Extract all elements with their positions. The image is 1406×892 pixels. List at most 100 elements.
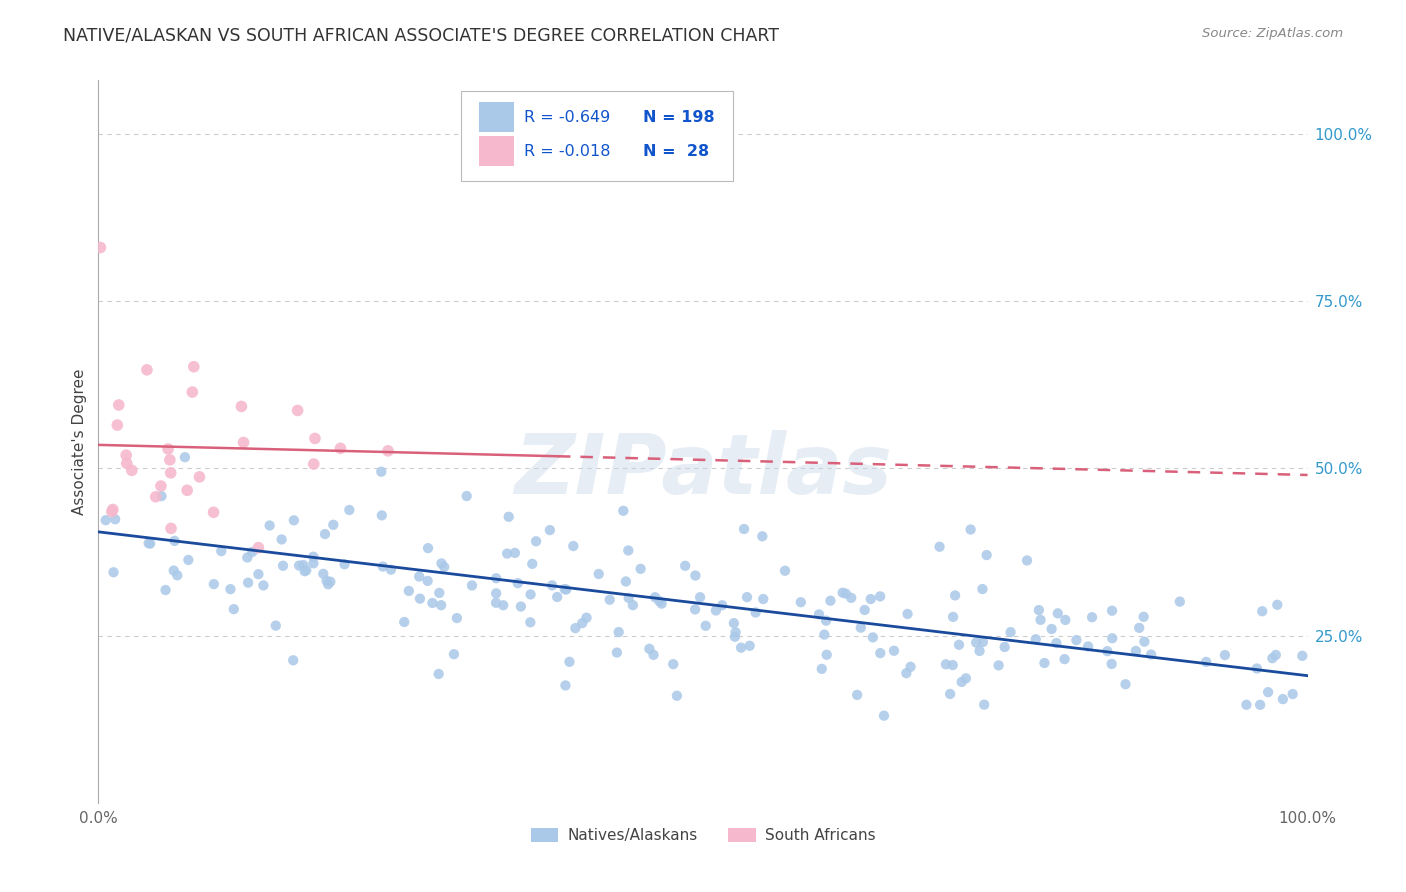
Point [896, 666, 918, 681]
Y-axis label: Associate's Degree: Associate's Degree [72, 368, 87, 515]
Point [1066, 633, 1088, 648]
Point [1265, 598, 1288, 612]
Point [1257, 685, 1279, 699]
Text: N = 198: N = 198 [643, 110, 714, 125]
Point [1015, 553, 1038, 567]
Point [222, 602, 245, 616]
Point [209, 544, 232, 558]
Point [107, 398, 129, 412]
Point [689, 591, 711, 605]
Point [1029, 613, 1052, 627]
Point [606, 646, 628, 660]
Point [333, 558, 356, 572]
Point [236, 550, 259, 565]
Point [287, 403, 309, 417]
Point [683, 602, 706, 616]
Point [853, 603, 876, 617]
Point [503, 546, 526, 560]
Point [292, 558, 315, 572]
Point [1249, 698, 1271, 712]
Text: ZIPatlas: ZIPatlas [515, 430, 891, 511]
Point [1097, 644, 1119, 658]
Point [370, 465, 392, 479]
Point [519, 615, 541, 630]
Point [103, 566, 125, 580]
Point [1291, 648, 1313, 663]
Point [733, 522, 755, 536]
FancyBboxPatch shape [479, 102, 515, 132]
Point [575, 610, 598, 624]
Point [271, 558, 294, 573]
Point [101, 505, 124, 519]
Point [1271, 692, 1294, 706]
Point [846, 688, 869, 702]
Point [202, 505, 225, 519]
Point [644, 591, 666, 605]
Point [1133, 634, 1156, 648]
Point [939, 687, 962, 701]
Point [928, 540, 950, 554]
Point [138, 536, 160, 550]
Point [155, 582, 177, 597]
Point [994, 640, 1017, 654]
Point [1101, 604, 1123, 618]
Point [730, 640, 752, 655]
Point [139, 536, 162, 550]
Point [972, 582, 994, 596]
Point [247, 541, 270, 555]
Point [252, 578, 274, 592]
Point [446, 611, 468, 625]
Point [177, 553, 200, 567]
Point [815, 614, 838, 628]
Point [976, 548, 998, 562]
Point [617, 591, 640, 605]
Point [295, 563, 318, 577]
Point [408, 569, 430, 583]
Point [236, 575, 259, 590]
Point [1000, 625, 1022, 640]
Point [873, 708, 896, 723]
Point [554, 582, 576, 596]
Point [202, 577, 225, 591]
Point [329, 442, 352, 456]
Point [94, 513, 117, 527]
Point [316, 577, 339, 591]
Point [820, 593, 842, 607]
Point [498, 509, 520, 524]
Point [319, 574, 342, 589]
Point [1125, 644, 1147, 658]
Point [166, 568, 188, 582]
Point [1028, 603, 1050, 617]
Point [738, 639, 761, 653]
Point [987, 658, 1010, 673]
Point [638, 641, 661, 656]
Point [136, 363, 159, 377]
Point [1132, 609, 1154, 624]
Point [752, 592, 775, 607]
Point [562, 539, 585, 553]
Point [121, 463, 143, 477]
Point [810, 662, 832, 676]
Point [564, 621, 586, 635]
Point [599, 592, 621, 607]
Point [943, 589, 966, 603]
Point [409, 591, 432, 606]
Point [1281, 687, 1303, 701]
Point [101, 502, 124, 516]
Point [1081, 610, 1104, 624]
Point [711, 599, 734, 613]
Point [259, 518, 281, 533]
Legend: Natives/Alaskans, South Africans: Natives/Alaskans, South Africans [524, 822, 882, 849]
Point [160, 521, 183, 535]
Point [723, 616, 745, 631]
Point [724, 625, 747, 640]
Point [1033, 656, 1056, 670]
Point [150, 489, 173, 503]
Point [617, 543, 640, 558]
Point [1054, 613, 1077, 627]
Point [849, 621, 872, 635]
Point [972, 635, 994, 649]
Point [89, 241, 111, 255]
Point [337, 503, 360, 517]
Point [612, 504, 634, 518]
